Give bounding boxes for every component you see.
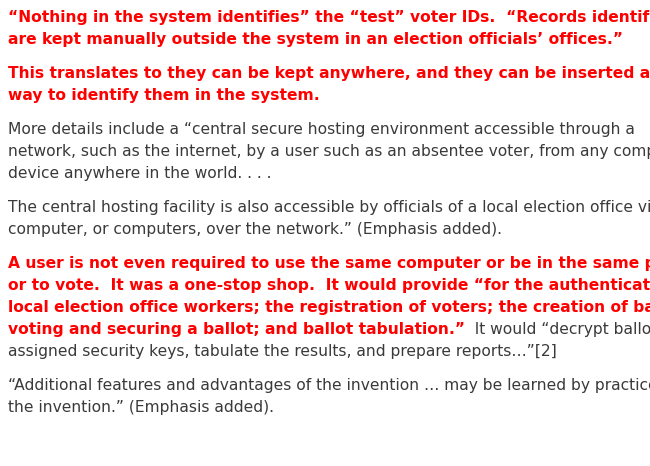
Text: It would “decrypt ballots using the: It would “decrypt ballots using the	[465, 322, 650, 337]
Text: The central hosting facility is also accessible by officials of a local election: The central hosting facility is also acc…	[8, 200, 650, 215]
Text: way to identify them in the system.: way to identify them in the system.	[8, 88, 320, 103]
Text: This translates to they can be kept anywhere, and they can be inserted at will w: This translates to they can be kept anyw…	[8, 66, 650, 81]
Text: computer, or computers, over the network.” (Emphasis added).: computer, or computers, over the network…	[8, 222, 502, 237]
Text: A user is not even required to use the same computer or be in the same place to : A user is not even required to use the s…	[8, 256, 650, 271]
Text: are kept manually outside the system in an election officials’ offices.”: are kept manually outside the system in …	[8, 32, 623, 47]
Text: device anywhere in the world. . . .: device anywhere in the world. . . .	[8, 166, 272, 181]
Text: “Additional features and advantages of the invention … may be learned by practic: “Additional features and advantages of t…	[8, 378, 650, 393]
Text: network, such as the internet, by a user such as an absentee voter, from any com: network, such as the internet, by a user…	[8, 144, 650, 159]
Text: for the authentication of voters and: for the authentication of voters and	[484, 278, 650, 293]
Text: voting and securing a ballot; and ballot tabulation.”: voting and securing a ballot; and ballot…	[8, 322, 465, 337]
Text: More details include a “central secure hosting environment accessible through a: More details include a “central secure h…	[8, 122, 635, 137]
Text: or to vote.  It was a one-stop shop.  It would provide “: or to vote. It was a one-stop shop. It w…	[8, 278, 484, 293]
Text: the invention.” (Emphasis added).: the invention.” (Emphasis added).	[8, 400, 274, 415]
Text: “Nothing in the system identifies” the “test” voter IDs.  “Records identifying t: “Nothing in the system identifies” the “…	[8, 10, 650, 25]
Text: assigned security keys, tabulate the results, and prepare reports…”[2]: assigned security keys, tabulate the res…	[8, 344, 557, 359]
Text: local election office workers; the registration of voters; the creation of ballo: local election office workers; the regis…	[8, 300, 650, 315]
